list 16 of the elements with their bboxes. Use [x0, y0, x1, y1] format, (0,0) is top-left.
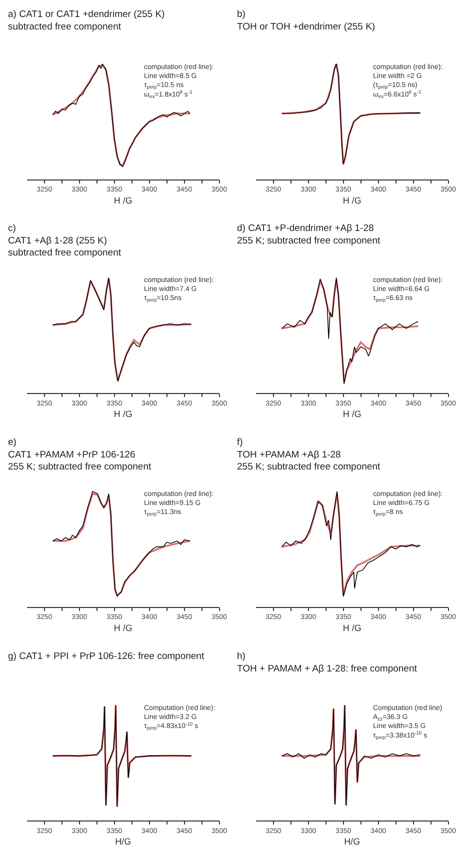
x-axis-title: H/G	[344, 836, 360, 847]
chart-title: c) CAT1 +Aβ 1-28 (255 K) subtracted free component	[8, 223, 122, 259]
chart-title: d) CAT1 +P-dendrimer +Aβ 1-28 255 K; subtracted free component	[237, 223, 380, 246]
x-axis-title: H /G	[342, 622, 362, 633]
x-axis-title: H /G	[114, 409, 132, 420]
chart-title: e) CAT1 +PAMAM +PrP 106-126 255 K; subtracted free component	[8, 437, 152, 473]
x-axis-title: H /G	[114, 622, 132, 633]
chart-title: h) TOH + PAMAM + Aβ 1-28: free component	[237, 651, 418, 674]
chart-title: a) CAT1 or CAT1 +dendrimer (255 K) subtracted free component	[8, 9, 165, 32]
x-axis-title: H /G	[114, 195, 132, 206]
x-axis-title: H /G	[342, 195, 362, 206]
chart-title: b) TOH or TOH +dendrimer (255 K)	[237, 9, 376, 32]
chart-title: f) TOH +PAMAM +Aβ 1-28 255 K; subtracted free component	[237, 437, 380, 473]
x-axis-title: H /G	[342, 409, 362, 420]
x-axis-title: H/G	[115, 836, 132, 847]
chart-title: g) CAT1 + PPI + PrP 106-126: free component	[8, 651, 204, 662]
